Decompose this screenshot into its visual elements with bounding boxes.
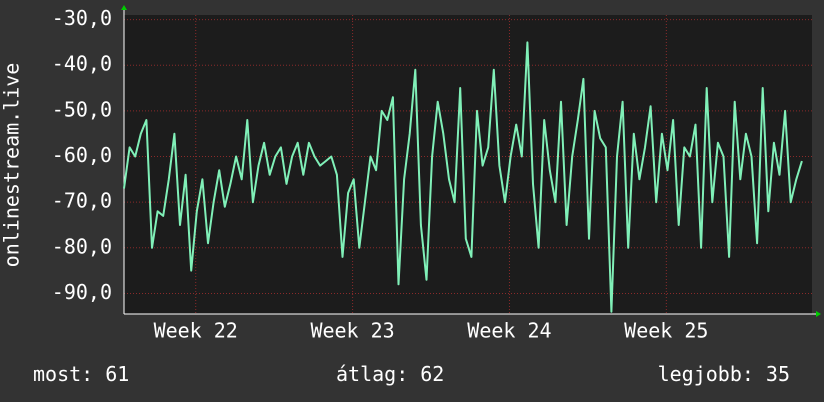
stat-label: átlag:: [336, 362, 408, 386]
y-tick-label: -60,0: [52, 143, 112, 167]
y-tick-label: -70,0: [52, 189, 112, 213]
stat: most: 61: [33, 362, 129, 386]
y-tick-label: -30,0: [52, 6, 112, 30]
arrow: [121, 5, 127, 10]
y-axis-label: onlinestream.live: [0, 63, 24, 268]
x-tick-label: Week 25: [624, 319, 708, 343]
stat-value: 62: [420, 362, 444, 386]
y-tick-label: -40,0: [52, 52, 112, 76]
stat: átlag: 62: [336, 362, 444, 386]
stat-label: legjobb:: [658, 362, 754, 386]
y-tick-label: -80,0: [52, 234, 112, 258]
arrow: [816, 311, 821, 317]
plot-area: [124, 15, 812, 314]
y-tick-label: -50,0: [52, 97, 112, 121]
data-line: [123, 41, 803, 313]
stat-value: 61: [105, 362, 129, 386]
x-tick-label: Week 22: [154, 319, 238, 343]
x-tick-label: Week 23: [310, 319, 394, 343]
stat-value: 35: [766, 362, 790, 386]
stat-label: most:: [33, 362, 93, 386]
stat: legjobb: 35: [658, 362, 790, 386]
y-tick-label: -90,0: [52, 280, 112, 304]
x-tick-label: Week 24: [467, 319, 551, 343]
